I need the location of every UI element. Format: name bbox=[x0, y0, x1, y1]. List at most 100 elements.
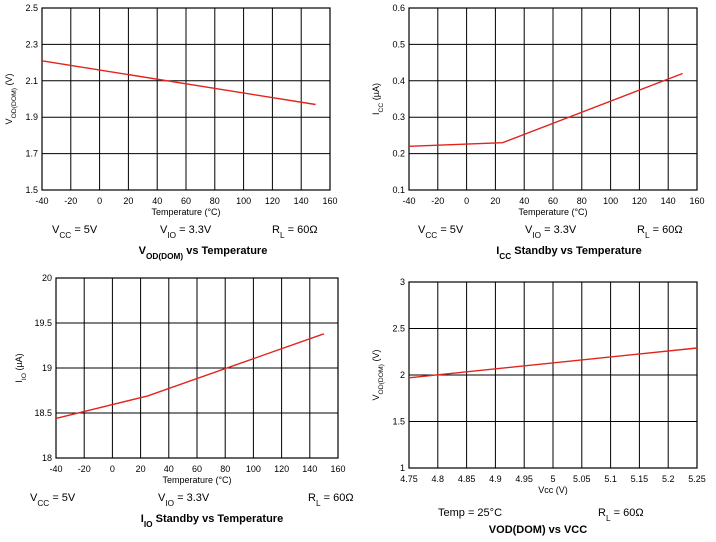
condition-label: VIO = 3.3V bbox=[525, 224, 577, 240]
chart-caption: VOD(DOM) vs VCC bbox=[489, 524, 587, 536]
plot-frame bbox=[55, 277, 339, 459]
x-tick-label: 140 bbox=[294, 196, 309, 206]
series-line bbox=[41, 60, 316, 106]
condition-label: RL = 60Ω bbox=[598, 507, 644, 523]
y-tick-label: 19 bbox=[42, 363, 52, 373]
chart-panel: -40 -20 0 20 40 60 80 100 120 140 160 0.1 0.2 0.3 0.4 0… bbox=[371, 3, 705, 261]
y-tick-label: 1 bbox=[400, 463, 405, 473]
condition-label: VCC = 5V bbox=[418, 224, 464, 240]
x-tick-label: -40 bbox=[402, 196, 415, 206]
chart-caption: VOD(DOM) vs Temperature bbox=[139, 245, 268, 261]
y-tick-label: 0.3 bbox=[392, 112, 405, 122]
x-tick-label: -40 bbox=[35, 196, 48, 206]
x-tick-label: 60 bbox=[192, 464, 202, 474]
x-tick-label: 140 bbox=[661, 196, 676, 206]
x-tick-label: 80 bbox=[577, 196, 587, 206]
x-axis-title: Temperature (°C) bbox=[151, 207, 220, 217]
x-tick-label: 0 bbox=[97, 196, 102, 206]
x-tick-label: 5.1 bbox=[604, 474, 617, 484]
y-axis-title: IIO (µA) bbox=[14, 353, 28, 382]
condition-label: VIO = 3.3V bbox=[160, 224, 212, 240]
x-tick-label: -20 bbox=[78, 464, 91, 474]
x-tick-label: 120 bbox=[274, 464, 289, 474]
x-tick-label: 5.05 bbox=[573, 474, 591, 484]
y-tick-label: 2.1 bbox=[25, 76, 38, 86]
x-tick-label: 0 bbox=[110, 464, 115, 474]
x-tick-label: 20 bbox=[136, 464, 146, 474]
chart-panel: -40 -20 0 20 40 60 80 100 120 140 160 1.5 1.7 1.9 2.1 2… bbox=[4, 3, 338, 261]
condition-label: RL = 60Ω bbox=[272, 224, 318, 240]
plot-frame bbox=[408, 7, 698, 191]
y-tick-label: 3 bbox=[400, 277, 405, 287]
x-tick-label: 160 bbox=[330, 464, 345, 474]
y-tick-label: 0.5 bbox=[392, 39, 405, 49]
x-tick-label: 100 bbox=[246, 464, 261, 474]
y-tick-label: 1.7 bbox=[25, 149, 38, 159]
condition-label: VIO = 3.3V bbox=[158, 492, 210, 508]
x-tick-label: 4.85 bbox=[458, 474, 476, 484]
x-tick-label: 40 bbox=[152, 196, 162, 206]
y-tick-label: 0.4 bbox=[392, 76, 405, 86]
series-line bbox=[55, 333, 325, 420]
series-line bbox=[408, 347, 698, 379]
y-axis-title: VOD(DOM) (V) bbox=[371, 350, 385, 401]
x-tick-label: 100 bbox=[603, 196, 618, 206]
chart-caption: IIO Standby vs Temperature bbox=[141, 513, 283, 529]
x-tick-label: 100 bbox=[236, 196, 251, 206]
y-tick-label: 18.5 bbox=[34, 408, 52, 418]
x-tick-label: 140 bbox=[302, 464, 317, 474]
y-tick-label: 1.5 bbox=[392, 417, 405, 427]
x-tick-label: -20 bbox=[64, 196, 77, 206]
x-tick-label: 5.2 bbox=[662, 474, 675, 484]
x-tick-label: 5.25 bbox=[688, 474, 706, 484]
condition-label: VCC = 5V bbox=[52, 224, 98, 240]
y-axis-title: VOD(DOM) (V) bbox=[4, 74, 18, 125]
chart-panel: -40 -20 0 20 40 60 80 100 120 140 160 18 18.5 19 19.5 2… bbox=[14, 273, 354, 529]
x-tick-label: 80 bbox=[220, 464, 230, 474]
y-tick-label: 1.5 bbox=[25, 185, 38, 195]
y-tick-label: 0.2 bbox=[392, 149, 405, 159]
y-tick-label: 0.6 bbox=[392, 3, 405, 13]
x-tick-label: 160 bbox=[322, 196, 337, 206]
x-tick-label: 5 bbox=[550, 474, 555, 484]
y-tick-label: 1.9 bbox=[25, 112, 38, 122]
y-tick-label: 19.5 bbox=[34, 318, 52, 328]
x-tick-label: 4.75 bbox=[400, 474, 418, 484]
x-tick-label: 20 bbox=[490, 196, 500, 206]
y-tick-label: 2 bbox=[400, 370, 405, 380]
x-tick-label: -40 bbox=[49, 464, 62, 474]
x-tick-label: 60 bbox=[548, 196, 558, 206]
y-tick-label: 0.1 bbox=[392, 185, 405, 195]
y-tick-label: 20 bbox=[42, 273, 52, 283]
chart-panel: 4.75 4.8 4.85 4.9 4.95 5 5.05 5.1 5.15 5.2 5.25 1 1.… bbox=[371, 277, 706, 536]
x-tick-label: 120 bbox=[265, 196, 280, 206]
x-tick-label: 40 bbox=[519, 196, 529, 206]
x-tick-label: 20 bbox=[123, 196, 133, 206]
x-tick-label: 80 bbox=[210, 196, 220, 206]
x-axis-title: Vcc (V) bbox=[538, 485, 568, 495]
condition-label: VCC = 5V bbox=[30, 492, 76, 508]
y-axis-title: ICC (µA) bbox=[371, 83, 385, 115]
y-tick-label: 18 bbox=[42, 453, 52, 463]
y-tick-label: 2.3 bbox=[25, 39, 38, 49]
x-tick-label: 5.15 bbox=[631, 474, 649, 484]
x-axis-title: Temperature (°C) bbox=[162, 475, 231, 485]
series-line bbox=[408, 72, 683, 147]
chart-caption: ICC Standby vs Temperature bbox=[496, 245, 642, 261]
condition-label: Temp = 25°C bbox=[438, 507, 502, 519]
x-axis-title: Temperature (°C) bbox=[518, 207, 587, 217]
x-tick-label: -20 bbox=[431, 196, 444, 206]
x-tick-label: 160 bbox=[689, 196, 704, 206]
x-tick-label: 0 bbox=[464, 196, 469, 206]
plot-frame bbox=[408, 281, 698, 469]
condition-label: RL = 60Ω bbox=[308, 492, 354, 508]
x-tick-label: 4.95 bbox=[515, 474, 533, 484]
x-tick-label: 60 bbox=[181, 196, 191, 206]
y-tick-label: 2.5 bbox=[25, 3, 38, 13]
y-tick-label: 2.5 bbox=[392, 324, 405, 334]
x-tick-label: 4.9 bbox=[489, 474, 502, 484]
plot-frame bbox=[41, 7, 331, 191]
x-tick-label: 120 bbox=[632, 196, 647, 206]
x-tick-label: 40 bbox=[164, 464, 174, 474]
